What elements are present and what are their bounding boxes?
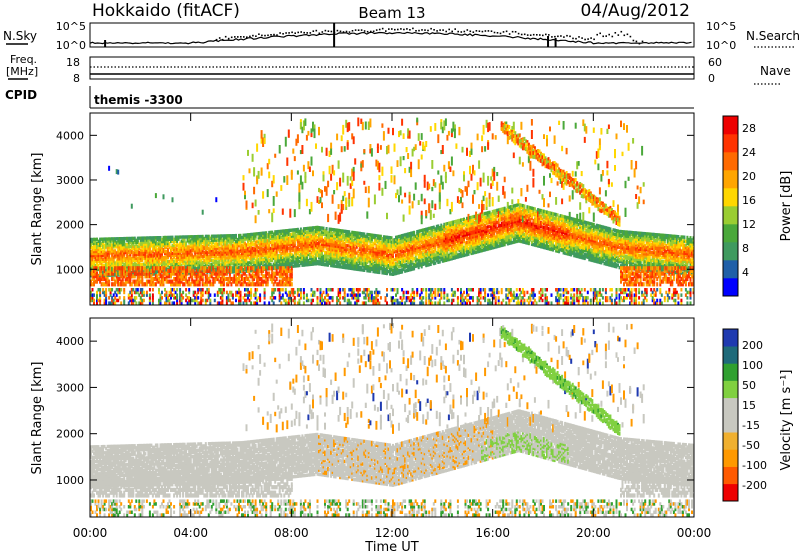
velocity-colorbar-blocks xyxy=(723,329,738,502)
power-colorbar-tick: 28 xyxy=(742,122,756,135)
power-ytick-label: 1000 xyxy=(56,263,84,276)
noise-sky-line xyxy=(89,31,692,45)
power-colorbar-blocks xyxy=(723,116,738,297)
x-tick-label: 12:00 xyxy=(375,526,410,540)
power-y-ticks: 1000 2000 3000 4000 xyxy=(56,129,694,276)
velocity-colorbar-tick: -50 xyxy=(742,439,760,452)
velocity-ytick-label: 2000 xyxy=(56,428,84,441)
velocity-colorbar-tick: -15 xyxy=(742,419,760,432)
freq-label-2: [MHz] xyxy=(6,65,38,78)
power-ytick-label: 4000 xyxy=(56,129,84,142)
power-ytick-label: 2000 xyxy=(56,219,84,232)
x-tick-label: 00:00 xyxy=(677,526,712,540)
x-tick-label: 16:00 xyxy=(475,526,510,540)
power-ylabel: Slant Range [km] xyxy=(30,153,45,266)
power-colorbar-tick: 12 xyxy=(742,218,756,231)
velocity-colorbar-tick: 50 xyxy=(742,379,756,392)
x-tick-label: 04:00 xyxy=(173,526,208,540)
velocity-colorbar-tick: -100 xyxy=(742,459,767,472)
power-ytick-label: 3000 xyxy=(56,174,84,187)
velocity-colorbar: 200 100 50 15 -15 -50 -100 -200 Velocity [m s⁻¹… xyxy=(722,328,794,502)
nsearch-tick-low: 10^0 xyxy=(706,39,736,52)
power-colorbar-tick: 24 xyxy=(742,146,756,159)
power-colorbar-ticks: 4 8 12 16 20 24 28 xyxy=(742,122,756,279)
velocity-colorbar-label: Velocity [m s⁻¹] xyxy=(779,370,794,471)
velocity-panel: 1000 2000 3000 4000 00:00 04:00 08:00 12:00 16:… xyxy=(30,113,711,554)
nave-tick-low: 0 xyxy=(708,72,715,85)
velocity-ytick-label: 1000 xyxy=(56,474,84,487)
velocity-colorbar-tick: -200 xyxy=(742,479,767,492)
velocity-ytick-label: 3000 xyxy=(56,381,84,394)
velocity-colorbar-tick: 100 xyxy=(742,359,763,372)
x-tick-label: 20:00 xyxy=(576,526,611,540)
freq-strip: Freq. [MHz] 18 8 60 0 Nave xyxy=(6,53,791,85)
station-title: Hokkaido (fitACF) xyxy=(92,1,240,21)
noise-search-dots xyxy=(104,23,644,47)
cpid-strip: CPID themis -3300 xyxy=(5,86,694,109)
nsky-tick-high: 10^5 xyxy=(56,20,86,33)
freq-tick-high: 18 xyxy=(66,56,80,69)
velocity-ytick-label: 4000 xyxy=(56,335,84,348)
power-colorbar-label: Power [dB] xyxy=(779,171,794,242)
nave-label: Nave xyxy=(760,64,791,78)
nsearch-label: N.Search xyxy=(746,29,800,43)
power-colorbar-tick: 20 xyxy=(742,170,756,183)
cpid-value: themis -3300 xyxy=(94,93,183,107)
velocity-colorbar-ticks: 200 100 50 15 -15 -50 -100 -200 xyxy=(742,339,767,492)
velocity-colorbar-tick: 15 xyxy=(742,399,756,412)
freq-label-1: Freq. xyxy=(10,53,37,66)
nsky-tick-low: 10^0 xyxy=(56,39,86,52)
cpid-label: CPID xyxy=(5,88,37,102)
power-colorbar-tick: 4 xyxy=(742,266,749,279)
velocity-y-ticks: 1000 2000 3000 4000 xyxy=(56,335,694,487)
x-ticks: 00:00 04:00 08:00 12:00 16:00 20:00 00:00 xyxy=(73,113,712,540)
freq-tick-low: 8 xyxy=(73,72,80,85)
power-panel: 1000 2000 3000 4000 Slant Range [km] xyxy=(30,112,695,306)
power-colorbar: 4 8 12 16 20 24 28 Power [dB] xyxy=(722,115,794,297)
noise-strip: N.Sky 10^5 10^0 10^5 10^0 N.Search xyxy=(3,20,800,52)
power-colorbar-tick: 8 xyxy=(742,242,749,255)
velocity-data xyxy=(90,322,694,517)
x-tick-label: 00:00 xyxy=(73,526,108,540)
x-axis-label: Time UT xyxy=(364,540,418,554)
nsearch-tick-high: 10^5 xyxy=(706,20,736,33)
power-data xyxy=(90,117,694,305)
power-colorbar-tick: 16 xyxy=(742,194,756,207)
date-title: 04/Aug/2012 xyxy=(580,1,690,21)
x-tick-label: 08:00 xyxy=(274,526,309,540)
velocity-colorbar-tick: 200 xyxy=(742,339,763,352)
nave-tick-high: 60 xyxy=(708,56,722,69)
beam-title: Beam 13 xyxy=(358,4,425,22)
nsky-label: N.Sky xyxy=(3,29,37,43)
velocity-ylabel: Slant Range [km] xyxy=(30,362,45,475)
